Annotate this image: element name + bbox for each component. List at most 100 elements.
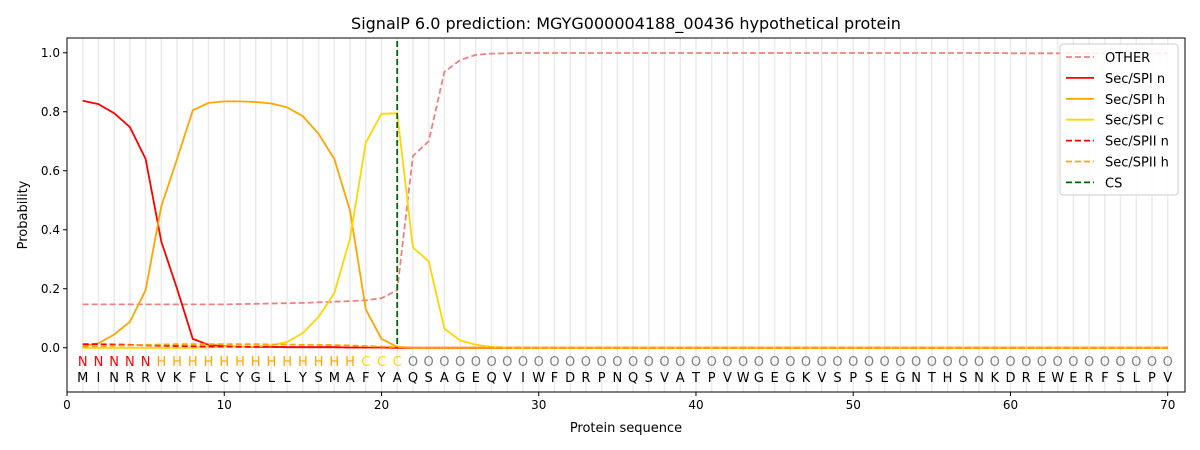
residue-label: S: [645, 371, 653, 386]
region-label: O: [1115, 355, 1125, 370]
residue-label: G: [455, 371, 465, 386]
residue-label: A: [676, 371, 685, 386]
chart-title: SignalP 6.0 prediction: MGYG000004188_00…: [351, 14, 901, 34]
region-label: O: [1100, 355, 1110, 370]
region-label: O: [848, 355, 858, 370]
residue-label: E: [1069, 371, 1077, 386]
residue-label: P: [1148, 371, 1156, 386]
region-label: H: [345, 355, 355, 370]
residue-label: W: [1051, 371, 1064, 386]
region-label: O: [1021, 355, 1031, 370]
y-tick-label: 0.0: [41, 341, 60, 355]
residue-label: L: [284, 371, 292, 386]
residue-label: E: [881, 371, 889, 386]
residue-label: L: [268, 371, 276, 386]
residue-label: I: [521, 371, 525, 386]
residue-label: D: [1005, 371, 1015, 386]
residue-label: S: [959, 371, 967, 386]
region-label: O: [534, 355, 544, 370]
region-label: O: [455, 355, 465, 370]
legend-label: Sec/SPI n: [1105, 72, 1165, 87]
residue-label: F: [551, 371, 558, 386]
region-label: O: [722, 355, 732, 370]
residue-label: V: [660, 371, 669, 386]
residue-label: Q: [408, 371, 418, 386]
x-axis-label: Protein sequence: [570, 421, 682, 436]
residue-label: C: [220, 371, 229, 386]
residue-label: Q: [628, 371, 638, 386]
region-label: H: [188, 355, 198, 370]
grid-lines: [81, 38, 1169, 392]
residue-label: L: [1133, 371, 1141, 386]
x-tick-label: 70: [1160, 398, 1175, 412]
residue-label: N: [109, 371, 119, 386]
series-line-other: [82, 52, 1168, 306]
region-label: O: [801, 355, 811, 370]
region-label: C: [377, 355, 386, 370]
y-tick-label: 0.6: [41, 164, 60, 178]
residue-label: K: [802, 371, 811, 386]
region-label: O: [408, 355, 418, 370]
series-line-sec-spii-h: [82, 343, 1168, 349]
y-tick-label: 1.0: [41, 46, 60, 60]
legend-label: Sec/SPII n: [1105, 135, 1169, 150]
legend-label: Sec/SPI h: [1105, 93, 1165, 108]
region-label: O: [502, 355, 512, 370]
residue-label: A: [393, 371, 402, 386]
region-label: O: [518, 355, 528, 370]
region-label: O: [565, 355, 575, 370]
region-label: O: [424, 355, 434, 370]
region-label: N: [94, 355, 104, 370]
region-label: O: [942, 355, 952, 370]
region-label: H: [172, 355, 182, 370]
residue-label: M: [329, 371, 340, 386]
region-label: O: [880, 355, 890, 370]
region-label: O: [1068, 355, 1078, 370]
x-tick-label: 0: [63, 398, 71, 412]
residue-label: A: [440, 371, 449, 386]
region-label: H: [219, 355, 229, 370]
legend-label: OTHER: [1105, 51, 1150, 66]
residue-label: R: [125, 371, 134, 386]
residue-label: P: [708, 371, 716, 386]
residue-label: G: [251, 371, 261, 386]
residue-label: P: [598, 371, 606, 386]
region-label: H: [251, 355, 261, 370]
region-label: H: [329, 355, 339, 370]
residue-label: F: [362, 371, 369, 386]
residue-label: D: [565, 371, 575, 386]
region-label: H: [282, 355, 292, 370]
series-line-sec-spi-c: [82, 112, 1168, 349]
region-label: N: [109, 355, 119, 370]
region-label: O: [817, 355, 827, 370]
region-label: N: [141, 355, 151, 370]
region-label: O: [832, 355, 842, 370]
region-label: O: [911, 355, 921, 370]
residue-label: H: [943, 371, 953, 386]
region-label: H: [314, 355, 324, 370]
residue-label: N: [612, 371, 622, 386]
residue-label: E: [472, 371, 480, 386]
residue-label: Y: [235, 371, 244, 386]
region-label: O: [1163, 355, 1173, 370]
region-label: O: [644, 355, 654, 370]
residue-label: V: [817, 371, 826, 386]
region-label: O: [958, 355, 968, 370]
residue-label: G: [785, 371, 795, 386]
series-lines: [82, 41, 1168, 349]
residue-label: S: [314, 371, 322, 386]
region-label: O: [785, 355, 795, 370]
x-tick-label: 50: [846, 398, 861, 412]
region-label: O: [471, 355, 481, 370]
residue-label: Y: [298, 371, 307, 386]
region-label: H: [298, 355, 308, 370]
region-label: N: [125, 355, 135, 370]
residue-label: M: [77, 371, 88, 386]
y-tick-label: 0.4: [41, 223, 60, 237]
residue-label: T: [691, 371, 700, 386]
region-label: O: [486, 355, 496, 370]
residue-label: W: [532, 371, 545, 386]
residue-label: V: [723, 371, 732, 386]
y-tick-label: 0.8: [41, 105, 60, 119]
residue-label: N: [911, 371, 921, 386]
